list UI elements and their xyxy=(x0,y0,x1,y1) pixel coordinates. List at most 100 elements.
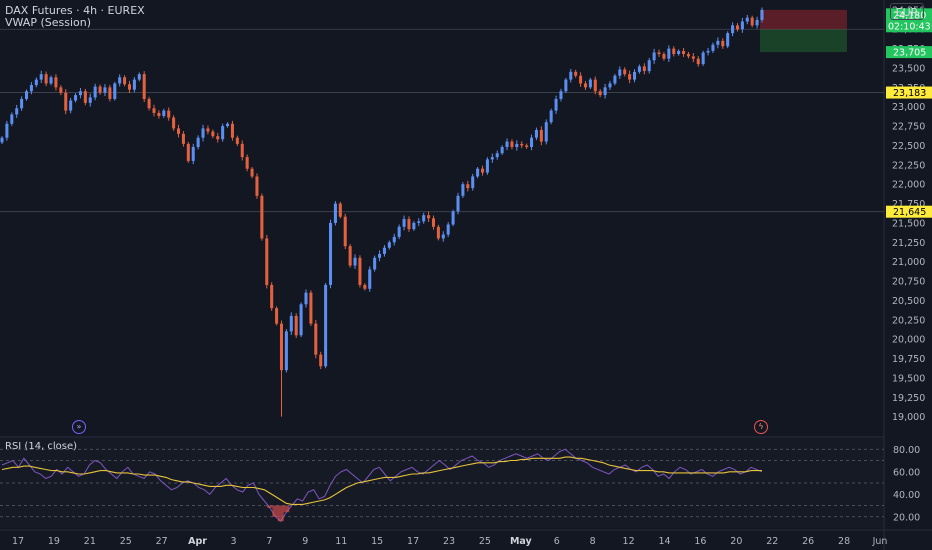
price-tick-label: 20,500 xyxy=(892,296,925,307)
candle-body xyxy=(706,50,710,53)
candle-body xyxy=(628,74,632,80)
candle-body xyxy=(294,315,298,336)
candle-body xyxy=(583,83,588,88)
candle-body xyxy=(608,83,612,88)
candle-body xyxy=(333,203,337,223)
candle-body xyxy=(358,257,362,285)
candle-body xyxy=(500,147,504,154)
price-tick-label: 19,750 xyxy=(892,354,925,365)
candle-body xyxy=(69,100,73,111)
candle-body xyxy=(755,19,759,26)
indicator-label[interactable]: VWAP (Session) xyxy=(5,16,92,29)
candle-body xyxy=(559,91,563,99)
time-tick-label: 14 xyxy=(658,536,670,547)
candle-body xyxy=(417,221,421,223)
candle-body xyxy=(427,215,431,219)
candle-body xyxy=(691,56,695,59)
candle-body xyxy=(93,86,97,98)
candle-body xyxy=(83,91,87,103)
candle-body xyxy=(260,195,264,239)
candle-body xyxy=(750,17,754,26)
price-tick-label: 19,500 xyxy=(892,373,925,384)
candle-body xyxy=(682,50,686,55)
candle-body xyxy=(34,79,38,86)
candle-body xyxy=(343,216,347,247)
candle-body xyxy=(505,141,509,148)
candle-body xyxy=(265,238,269,285)
candle-body xyxy=(672,48,676,55)
candle-body xyxy=(235,137,239,144)
candle-body xyxy=(549,110,553,123)
candle-body xyxy=(221,126,225,140)
candle-body xyxy=(412,222,416,230)
candle-body xyxy=(402,219,406,227)
candle-body xyxy=(544,122,548,142)
candle-body xyxy=(520,143,524,146)
rsi-oversold-fill xyxy=(266,505,290,522)
candle-body xyxy=(363,284,367,289)
candle-body xyxy=(59,87,63,93)
candle-body xyxy=(157,112,161,117)
price-badge-value: 23,705 xyxy=(893,48,926,59)
candle-body xyxy=(588,79,592,88)
candle-body xyxy=(471,176,475,189)
lightning-icon[interactable]: ϟ xyxy=(754,420,768,434)
candle-body xyxy=(726,33,730,47)
candle-body xyxy=(530,137,534,148)
rsi-title[interactable]: RSI (14, close) xyxy=(5,441,78,452)
time-tick-label: 16 xyxy=(694,536,706,547)
candle-body xyxy=(745,17,749,22)
candle-body xyxy=(721,40,725,47)
price-badge-value: 23,183 xyxy=(893,88,926,99)
candle-body xyxy=(20,98,24,109)
scroll-to-start-icon[interactable]: » xyxy=(72,420,86,434)
stop-loss-zone xyxy=(760,9,847,30)
candle-body xyxy=(206,128,210,132)
candle-body xyxy=(451,211,455,225)
candle-body xyxy=(579,75,583,84)
time-tick-label: 26 xyxy=(802,536,814,547)
candle-body xyxy=(652,52,656,61)
candle-body xyxy=(525,145,529,148)
price-tick-label: 21,500 xyxy=(892,218,925,229)
candle-body xyxy=(245,157,249,169)
price-tick-label: 23,000 xyxy=(892,102,925,113)
candle-body xyxy=(598,91,602,96)
price-tick-label: 19,000 xyxy=(892,412,925,423)
candle-body xyxy=(564,79,568,92)
symbol-title[interactable]: DAX Futures · 4h · EUREX xyxy=(5,4,145,17)
candle-body xyxy=(554,98,558,111)
candle-body xyxy=(574,71,578,76)
rsi-tick-label: 80.00 xyxy=(893,445,920,456)
candle-body xyxy=(431,218,436,227)
candle-body xyxy=(88,97,92,103)
price-tick-label: 20,750 xyxy=(892,277,925,288)
time-tick-label: Jun xyxy=(872,536,888,547)
candle-body xyxy=(44,74,48,84)
time-tick-label: 17 xyxy=(407,536,419,547)
candle-body xyxy=(123,77,127,85)
candle-body xyxy=(701,52,705,65)
candle-body xyxy=(593,79,597,92)
candle-body xyxy=(15,108,19,115)
candle-body xyxy=(711,44,715,51)
candle-body xyxy=(716,40,720,45)
currency-selector[interactable]: EUR xyxy=(890,3,924,20)
candle-body xyxy=(407,219,411,230)
candle-body xyxy=(201,128,205,138)
time-tick-label: 21 xyxy=(84,536,96,547)
candle-body xyxy=(314,323,318,355)
price-tick-label: 22,250 xyxy=(892,160,925,171)
candle-body xyxy=(539,129,543,142)
candle-body xyxy=(740,21,744,30)
candle-body xyxy=(54,77,58,88)
candle-body xyxy=(387,242,391,248)
time-tick-label: 6 xyxy=(554,536,560,547)
candle-body xyxy=(240,143,244,158)
candle-body xyxy=(603,87,607,96)
candle-body xyxy=(181,133,185,144)
candle-body xyxy=(534,129,538,138)
time-tick-label: 25 xyxy=(120,536,132,547)
candle-body xyxy=(74,95,78,101)
